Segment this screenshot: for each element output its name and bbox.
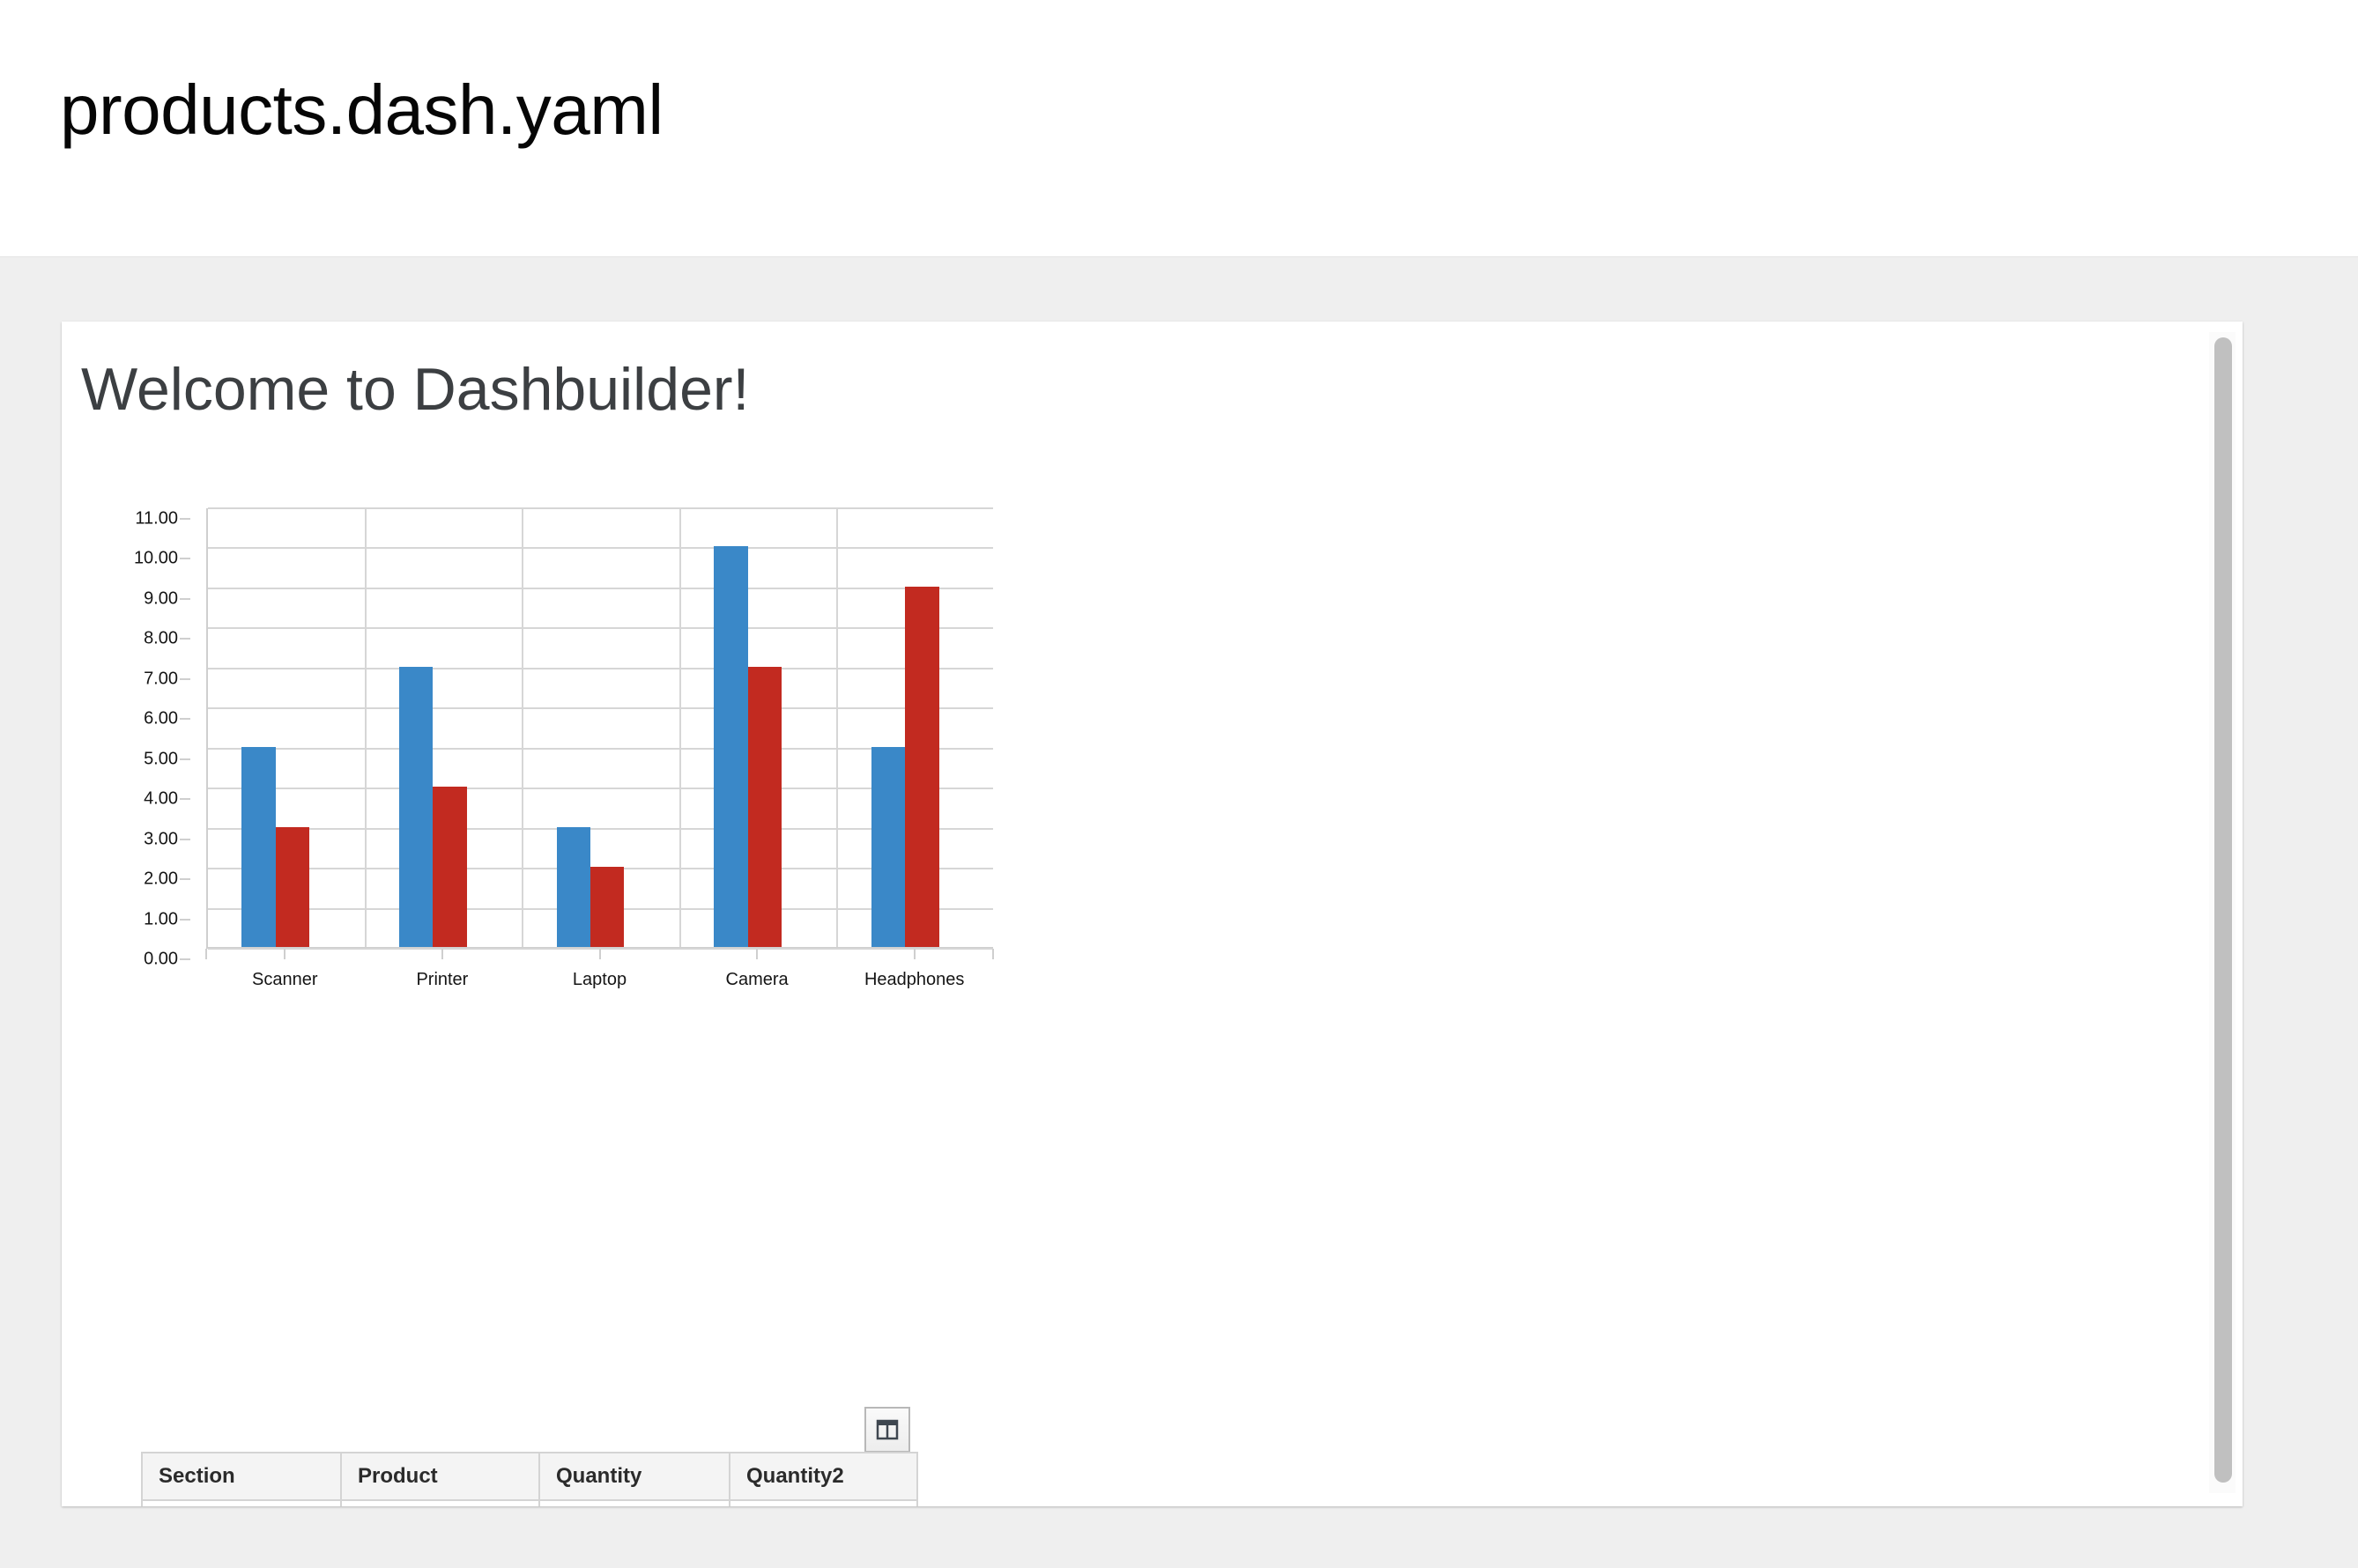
column-header-quantity2[interactable]: Quantity2: [729, 1452, 918, 1501]
chart-bar[interactable]: [747, 666, 782, 947]
chart-bar[interactable]: [275, 826, 310, 947]
chart-category-divider: [364, 508, 367, 947]
x-axis-tick-label: Printer: [416, 970, 469, 989]
chart-bar[interactable]: [714, 546, 748, 947]
table-row[interactable]: ComputersScanner5.003.00: [141, 1499, 918, 1506]
y-axis-tick-label: 3.00: [144, 829, 178, 849]
y-axis-tick-mark: [180, 558, 190, 560]
x-axis-tick-label: Laptop: [572, 970, 627, 989]
chart-bar[interactable]: [590, 867, 625, 947]
table-cell-quantity2: 3.00: [729, 1499, 918, 1506]
column-settings-button[interactable]: [864, 1407, 910, 1453]
page-header: products.dash.yaml: [0, 0, 2358, 257]
products-table: Section Product Quantity Quantity2 Compu…: [141, 1452, 918, 1506]
y-axis-tick-label: 8.00: [144, 628, 178, 648]
column-header-product[interactable]: Product: [340, 1452, 540, 1501]
chart-gridline: [208, 707, 993, 710]
x-axis-tick-mark: [598, 949, 601, 959]
chart-bar[interactable]: [433, 787, 467, 947]
chart-bar[interactable]: [871, 746, 906, 947]
page-title: products.dash.yaml: [60, 70, 664, 149]
x-axis-edge-tick: [992, 949, 994, 959]
y-axis-tick-mark: [180, 718, 190, 721]
page-body: Welcome to Dashbuilder! 11.00 10.00 9.00 8.…: [0, 257, 2358, 1568]
y-axis-tick-label: 4.00: [144, 788, 178, 809]
y-axis-tick-label: 1.00: [144, 909, 178, 929]
y-axis-tick-label: 6.00: [144, 708, 178, 729]
chart-gridline: [208, 667, 993, 669]
x-axis-tick-mark: [441, 949, 443, 959]
bar-chart: 11.00 10.00 9.00 8.00 7.00 6.00 5.00 4.00 3.00 2.…: [95, 498, 1029, 1009]
chart-bar[interactable]: [398, 666, 434, 947]
chart-gridline: [208, 747, 993, 750]
y-axis-tick-label: 9.00: [144, 588, 178, 609]
chart-bar-group: [680, 508, 838, 947]
y-axis-tick-mark: [180, 758, 190, 760]
y-axis-tick-mark: [180, 918, 190, 921]
x-axis-tick-label: Scanner: [252, 970, 318, 989]
columns-icon: [876, 1419, 899, 1440]
chart-bar-group: [366, 508, 523, 947]
table-cell-quantity: 5.00: [538, 1499, 730, 1506]
x-axis-tick-mark: [284, 949, 286, 959]
y-axis-tick-mark: [180, 638, 190, 640]
y-axis-tick-label: 5.00: [144, 749, 178, 769]
x-axis-tick-label: Camera: [725, 970, 789, 989]
y-axis-tick-label: 10.00: [133, 548, 178, 568]
table-header-row: Section Product Quantity Quantity2: [141, 1452, 918, 1501]
chart-category-divider: [522, 508, 524, 947]
chart-plot-area: [206, 507, 995, 950]
vertical-scrollbar[interactable]: [2209, 332, 2236, 1493]
table-cell-section: Computers: [141, 1499, 342, 1506]
chart-bar-group: [523, 508, 680, 947]
y-axis-tick-label: 2.00: [144, 869, 178, 889]
y-axis-tick-mark: [180, 878, 190, 881]
chart-bar[interactable]: [556, 826, 590, 947]
chart-bar-group: [837, 508, 995, 947]
x-axis-tick-label: Headphones: [864, 970, 965, 989]
chart-gridline: [208, 827, 993, 830]
y-axis-tick-mark: [180, 677, 190, 680]
y-axis-tick-mark: [180, 838, 190, 840]
chart-category-divider: [678, 508, 681, 947]
column-header-section[interactable]: Section: [141, 1452, 342, 1501]
chart-category-divider: [836, 508, 839, 947]
chart-gridline: [208, 627, 993, 630]
y-axis-tick-label: 7.00: [144, 669, 178, 689]
chart-bar[interactable]: [241, 746, 276, 947]
chart-y-axis: 11.00 10.00 9.00 8.00 7.00 6.00 5.00 4.00 3.00 2.…: [95, 508, 190, 969]
x-axis-tick-mark: [913, 949, 916, 959]
table-cell-product: Scanner: [340, 1499, 540, 1506]
y-axis-tick-label: 0.00: [144, 949, 178, 969]
chart-bar-group: [208, 508, 366, 947]
card-heading: Welcome to Dashbuilder!: [81, 356, 750, 423]
dashboard-card: Welcome to Dashbuilder! 11.00 10.00 9.00 8.…: [62, 322, 2243, 1506]
y-axis-tick-label: 11.00: [135, 508, 178, 529]
y-axis-tick-mark: [180, 518, 190, 520]
y-axis-tick-mark: [180, 958, 190, 960]
chart-gridline: [208, 587, 993, 589]
scrollbar-thumb[interactable]: [2214, 337, 2232, 1483]
chart-gridline: [208, 788, 993, 790]
column-header-quantity[interactable]: Quantity: [538, 1452, 730, 1501]
x-axis-edge-tick: [205, 949, 207, 959]
x-axis-tick-mark: [756, 949, 759, 959]
chart-gridline: [208, 507, 993, 509]
y-axis-tick-mark: [180, 597, 190, 600]
chart-gridline: [208, 547, 993, 550]
chart-bar[interactable]: [905, 586, 939, 947]
y-axis-tick-mark: [180, 798, 190, 801]
chart-gridline: [208, 948, 993, 950]
